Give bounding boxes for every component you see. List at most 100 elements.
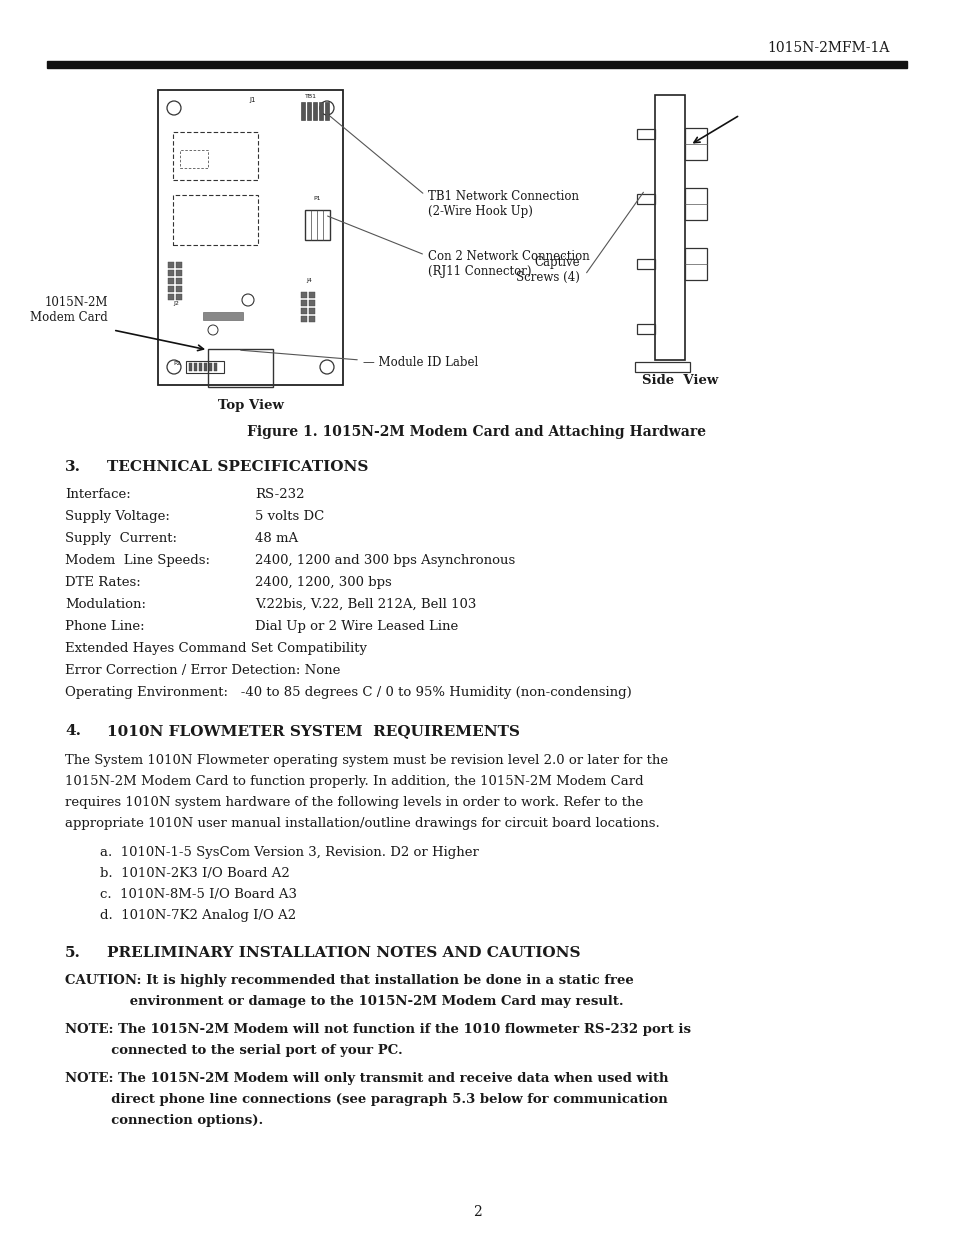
Bar [172, 195, 257, 245]
Bar [305, 210, 330, 240]
Bar [47, 61, 906, 68]
Bar [168, 294, 173, 300]
Text: direct phone line connections (see paragraph 5.3 below for communication: direct phone line connections (see parag… [65, 1093, 667, 1107]
Text: 4.: 4. [65, 724, 81, 739]
Text: Side  View: Side View [641, 373, 718, 387]
Bar [172, 132, 257, 180]
Bar [175, 278, 182, 284]
Text: Modem  Line Speeds:: Modem Line Speeds: [65, 555, 210, 567]
Bar [684, 128, 706, 161]
Bar [309, 291, 314, 298]
Text: d.  1010N-7K2 Analog I/O A2: d. 1010N-7K2 Analog I/O A2 [100, 909, 295, 923]
Bar [208, 350, 273, 387]
Text: 48 mA: 48 mA [254, 532, 297, 545]
Bar [175, 270, 182, 275]
Bar [168, 287, 173, 291]
Text: P1: P1 [313, 196, 320, 201]
Bar [189, 363, 192, 370]
Text: Dial Up or 2 Wire Leased Line: Dial Up or 2 Wire Leased Line [254, 620, 457, 634]
Text: Captive
Screws (4): Captive Screws (4) [516, 256, 579, 284]
Bar [180, 149, 208, 168]
Bar [309, 308, 314, 314]
Bar [186, 361, 224, 373]
Bar [637, 128, 655, 140]
Text: NOTE: The 1015N-2M Modem will only transmit and receive data when used with: NOTE: The 1015N-2M Modem will only trans… [65, 1072, 668, 1086]
Bar [301, 291, 307, 298]
Text: TB1 Network Connection
(2-Wire Hook Up): TB1 Network Connection (2-Wire Hook Up) [428, 190, 578, 219]
Bar [168, 270, 173, 275]
Bar [213, 363, 216, 370]
Text: 1010N FLOWMETER SYSTEM  REQUIREMENTS: 1010N FLOWMETER SYSTEM REQUIREMENTS [107, 724, 519, 739]
Text: Modulation:: Modulation: [65, 598, 146, 611]
Text: Phone Line:: Phone Line: [65, 620, 145, 634]
Text: Operating Environment:   -40 to 85 degrees C / 0 to 95% Humidity (non-condensing: Operating Environment: -40 to 85 degrees… [65, 685, 631, 699]
Bar [307, 103, 311, 120]
Bar [318, 103, 323, 120]
Text: 1015N-2M
Modem Card: 1015N-2M Modem Card [30, 296, 108, 324]
Bar [684, 188, 706, 220]
Bar [637, 324, 655, 333]
Text: connected to the serial port of your PC.: connected to the serial port of your PC. [65, 1044, 402, 1057]
Text: TB1: TB1 [305, 94, 316, 99]
Bar [204, 363, 207, 370]
Text: 3.: 3. [65, 459, 81, 474]
Text: — Module ID Label: — Module ID Label [363, 356, 477, 368]
Text: Interface:: Interface: [65, 488, 131, 501]
Text: NOTE: The 1015N-2M Modem will not function if the 1010 flowmeter RS-232 port is: NOTE: The 1015N-2M Modem will not functi… [65, 1023, 690, 1036]
Text: PRELIMINARY INSTALLATION NOTES AND CAUTIONS: PRELIMINARY INSTALLATION NOTES AND CAUTI… [107, 946, 579, 960]
Text: b.  1010N-2K3 I/O Board A2: b. 1010N-2K3 I/O Board A2 [100, 867, 290, 881]
Bar [309, 300, 314, 306]
Text: 2400, 1200 and 300 bps Asynchronous: 2400, 1200 and 300 bps Asynchronous [254, 555, 515, 567]
Text: Supply  Current:: Supply Current: [65, 532, 177, 545]
Text: connection options).: connection options). [65, 1114, 263, 1128]
Text: J2: J2 [172, 301, 179, 306]
Bar [655, 95, 684, 359]
Text: DTE Rates:: DTE Rates: [65, 576, 141, 589]
Text: 5.: 5. [65, 946, 81, 960]
Text: The System 1010N Flowmeter operating system must be revision level 2.0 or later : The System 1010N Flowmeter operating sys… [65, 755, 667, 767]
Text: Con 2 Network Connection
(RJ11 Connector): Con 2 Network Connection (RJ11 Connector… [428, 249, 589, 278]
Bar [325, 103, 329, 120]
Text: 1015N-2M Modem Card to function properly. In addition, the 1015N-2M Modem Card: 1015N-2M Modem Card to function properly… [65, 776, 643, 788]
Text: 1015N-2MFM-1A: 1015N-2MFM-1A [767, 41, 889, 56]
Text: c.  1010N-8M-5 I/O Board A3: c. 1010N-8M-5 I/O Board A3 [100, 888, 296, 902]
Text: TECHNICAL SPECIFICATIONS: TECHNICAL SPECIFICATIONS [107, 459, 368, 474]
Bar [301, 103, 305, 120]
Bar [301, 308, 307, 314]
Bar [199, 363, 202, 370]
Text: 2: 2 [472, 1205, 481, 1219]
Text: RS-232: RS-232 [254, 488, 304, 501]
Text: P2: P2 [173, 361, 181, 366]
Bar [684, 248, 706, 280]
Text: 2400, 1200, 300 bps: 2400, 1200, 300 bps [254, 576, 392, 589]
Text: Supply Voltage:: Supply Voltage: [65, 510, 170, 522]
Text: Extended Hayes Command Set Compatibility: Extended Hayes Command Set Compatibility [65, 642, 367, 655]
Bar [168, 278, 173, 284]
Bar [175, 294, 182, 300]
Bar [193, 363, 196, 370]
Bar [203, 312, 243, 320]
Text: Figure 1. 1015N-2M Modem Card and Attaching Hardware: Figure 1. 1015N-2M Modem Card and Attach… [247, 425, 706, 438]
Text: a.  1010N-1-5 SysCom Version 3, Revision. D2 or Higher: a. 1010N-1-5 SysCom Version 3, Revision.… [100, 846, 478, 860]
Text: environment or damage to the 1015N-2M Modem Card may result.: environment or damage to the 1015N-2M Mo… [65, 995, 623, 1008]
Text: CAUTION: It is highly recommended that installation be done in a static free: CAUTION: It is highly recommended that i… [65, 974, 633, 987]
Text: Error Correction / Error Detection: None: Error Correction / Error Detection: None [65, 664, 340, 677]
Text: Top View: Top View [217, 399, 283, 411]
Bar [301, 316, 307, 322]
Text: requires 1010N system hardware of the following levels in order to work. Refer t: requires 1010N system hardware of the fo… [65, 797, 642, 809]
Text: appropriate 1010N user manual installation/outline drawings for circuit board lo: appropriate 1010N user manual installati… [65, 818, 659, 830]
Text: V.22bis, V.22, Bell 212A, Bell 103: V.22bis, V.22, Bell 212A, Bell 103 [254, 598, 476, 611]
Bar [637, 259, 655, 269]
Bar [168, 262, 173, 268]
Bar [175, 287, 182, 291]
Text: J1: J1 [250, 98, 256, 103]
Bar [635, 362, 689, 372]
Bar [301, 300, 307, 306]
Bar [209, 363, 212, 370]
Bar [313, 103, 316, 120]
Bar [637, 194, 655, 204]
Bar [309, 316, 314, 322]
Text: 5 volts DC: 5 volts DC [254, 510, 324, 522]
Bar [175, 262, 182, 268]
Text: J4: J4 [306, 278, 312, 283]
